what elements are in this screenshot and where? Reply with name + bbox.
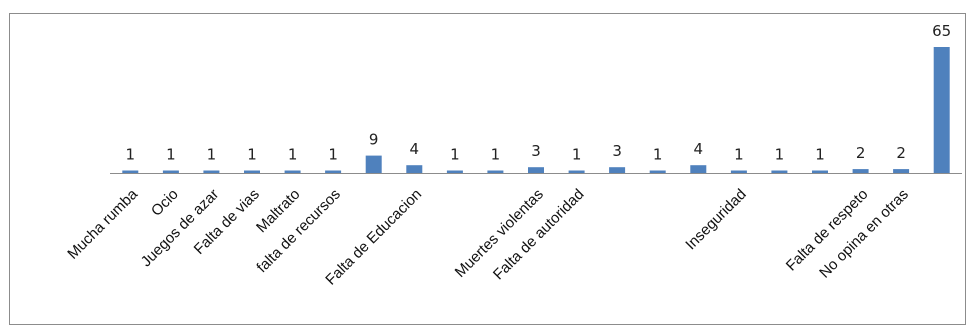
- value-label: 9: [369, 131, 379, 149]
- value-label: 1: [734, 146, 744, 164]
- bar: [730, 170, 747, 173]
- value-label: 3: [612, 142, 622, 160]
- bar: [649, 170, 666, 173]
- bar: [122, 170, 139, 173]
- category-label: Inseguridad: [682, 186, 749, 253]
- value-label: 65: [932, 22, 951, 40]
- bar: [893, 169, 910, 173]
- value-label: 1: [166, 146, 176, 164]
- bar: [609, 167, 626, 173]
- value-label: 1: [328, 146, 338, 164]
- bar: [933, 47, 950, 173]
- value-labels-layer: 1 1 1 1 1 1 9 4 1 1 3 1 3 1 4 1 1 1 2 2 65: [126, 22, 952, 164]
- value-label: 2: [896, 144, 906, 162]
- bar: [528, 167, 544, 173]
- bars-layer: [122, 47, 950, 173]
- bar: [852, 169, 869, 173]
- value-label: 3: [531, 142, 541, 160]
- value-label: 1: [572, 146, 582, 164]
- value-label: 1: [450, 146, 460, 164]
- value-label: 4: [694, 140, 704, 158]
- bar: [244, 170, 260, 173]
- bar: [568, 170, 585, 173]
- bar: [487, 170, 504, 173]
- value-label: 1: [288, 146, 298, 164]
- bar: [406, 165, 423, 173]
- bar: [446, 170, 463, 173]
- category-label: Mucha rumba: [64, 185, 141, 262]
- bar: [690, 165, 707, 173]
- bar: [812, 170, 828, 173]
- bar: [284, 170, 301, 173]
- category-label: Ocio: [148, 186, 182, 220]
- chart-frame: [9, 13, 966, 325]
- value-label: 1: [207, 146, 217, 164]
- bar: [203, 170, 220, 173]
- value-label: 1: [126, 146, 136, 164]
- bar: [365, 155, 382, 173]
- value-label: 1: [775, 146, 785, 164]
- value-label: 1: [653, 146, 663, 164]
- bar: [325, 170, 342, 173]
- value-label: 1: [247, 146, 257, 164]
- value-label: 2: [856, 144, 866, 162]
- bar: [771, 170, 788, 173]
- value-label: 1: [491, 146, 501, 164]
- bar: [162, 170, 179, 173]
- value-label: 4: [410, 140, 420, 158]
- value-label: 1: [815, 146, 825, 164]
